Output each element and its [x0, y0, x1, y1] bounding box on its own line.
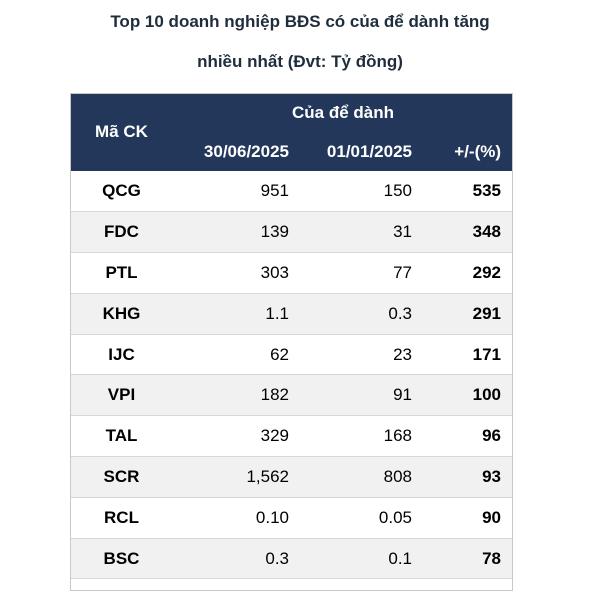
value-date-2-cell: 77: [293, 252, 420, 294]
value-date-2-cell: 808: [293, 456, 420, 498]
table-title-line-2: nhiều nhất (Đvt: Tỷ đồng): [197, 52, 403, 71]
table-row: IJC 62 23 171: [70, 334, 514, 376]
table-row: FDC 139 31 348: [70, 211, 514, 254]
change-percent-cell: 291: [420, 293, 514, 335]
column-header-date-1: 30/06/2025: [173, 132, 293, 171]
value-date-2-cell: 168: [293, 415, 420, 458]
change-percent-cell: 93: [420, 456, 514, 498]
value-date-2-cell: 91: [293, 374, 420, 417]
table-row: BSC 0.3 0.1 78: [70, 538, 514, 580]
table-row: RCL 0.10 0.05 90: [70, 497, 514, 539]
value-date-1-cell: 0.10: [173, 497, 293, 539]
value-date-1-cell: 62: [173, 334, 293, 376]
value-date-2-cell: 31: [293, 211, 420, 254]
column-header-change: +/-(%): [420, 132, 514, 171]
data-table: Mã CK Của để dành 30/06/2025 01/01/2025 …: [70, 93, 514, 580]
table-title-line-1: Top 10 doanh nghiệp BĐS có của để dành t…: [110, 12, 490, 31]
value-date-1-cell: 139: [173, 211, 293, 254]
value-date-1-cell: 0.3: [173, 538, 293, 580]
change-percent-cell: 535: [420, 171, 514, 213]
table-row: QCG 951 150 535: [70, 171, 514, 213]
stock-code-cell: SCR: [70, 456, 173, 498]
change-percent-cell: 90: [420, 497, 514, 539]
stock-code-cell: KHG: [70, 293, 173, 335]
value-date-2-cell: 0.05: [293, 497, 420, 539]
value-date-1-cell: 303: [173, 252, 293, 294]
stock-code-cell: PTL: [70, 252, 173, 294]
stock-code-cell: IJC: [70, 334, 173, 376]
stock-code-cell: BSC: [70, 538, 173, 580]
change-percent-cell: 348: [420, 211, 514, 254]
stock-code-cell: FDC: [70, 211, 173, 254]
value-date-2-cell: 150: [293, 171, 420, 213]
stock-code-cell: RCL: [70, 497, 173, 539]
column-group-header: Của để dành: [173, 93, 514, 132]
value-date-1-cell: 951: [173, 171, 293, 213]
change-percent-cell: 292: [420, 252, 514, 294]
value-date-1-cell: 1,562: [173, 456, 293, 498]
table-row: PTL 303 77 292: [70, 252, 514, 294]
table-row: TAL 329 168 96: [70, 415, 514, 458]
value-date-2-cell: 23: [293, 334, 420, 376]
stock-code-cell: VPI: [70, 374, 173, 417]
column-header-date-2: 01/01/2025: [293, 132, 420, 171]
change-percent-cell: 78: [420, 538, 514, 580]
change-percent-cell: 96: [420, 415, 514, 458]
value-date-2-cell: 0.1: [293, 538, 420, 580]
table-row: SCR 1,562 808 93: [70, 456, 514, 498]
stock-code-cell: QCG: [70, 171, 173, 213]
change-percent-cell: 100: [420, 374, 514, 417]
value-date-2-cell: 0.3: [293, 293, 420, 335]
value-date-1-cell: 1.1: [173, 293, 293, 335]
table-row: VPI 182 91 100: [70, 374, 514, 417]
table-row: KHG 1.1 0.3 291: [70, 293, 514, 335]
value-date-1-cell: 329: [173, 415, 293, 458]
value-date-1-cell: 182: [173, 374, 293, 417]
change-percent-cell: 171: [420, 334, 514, 376]
column-header-code: Mã CK: [70, 93, 173, 171]
stock-code-cell: TAL: [70, 415, 173, 458]
